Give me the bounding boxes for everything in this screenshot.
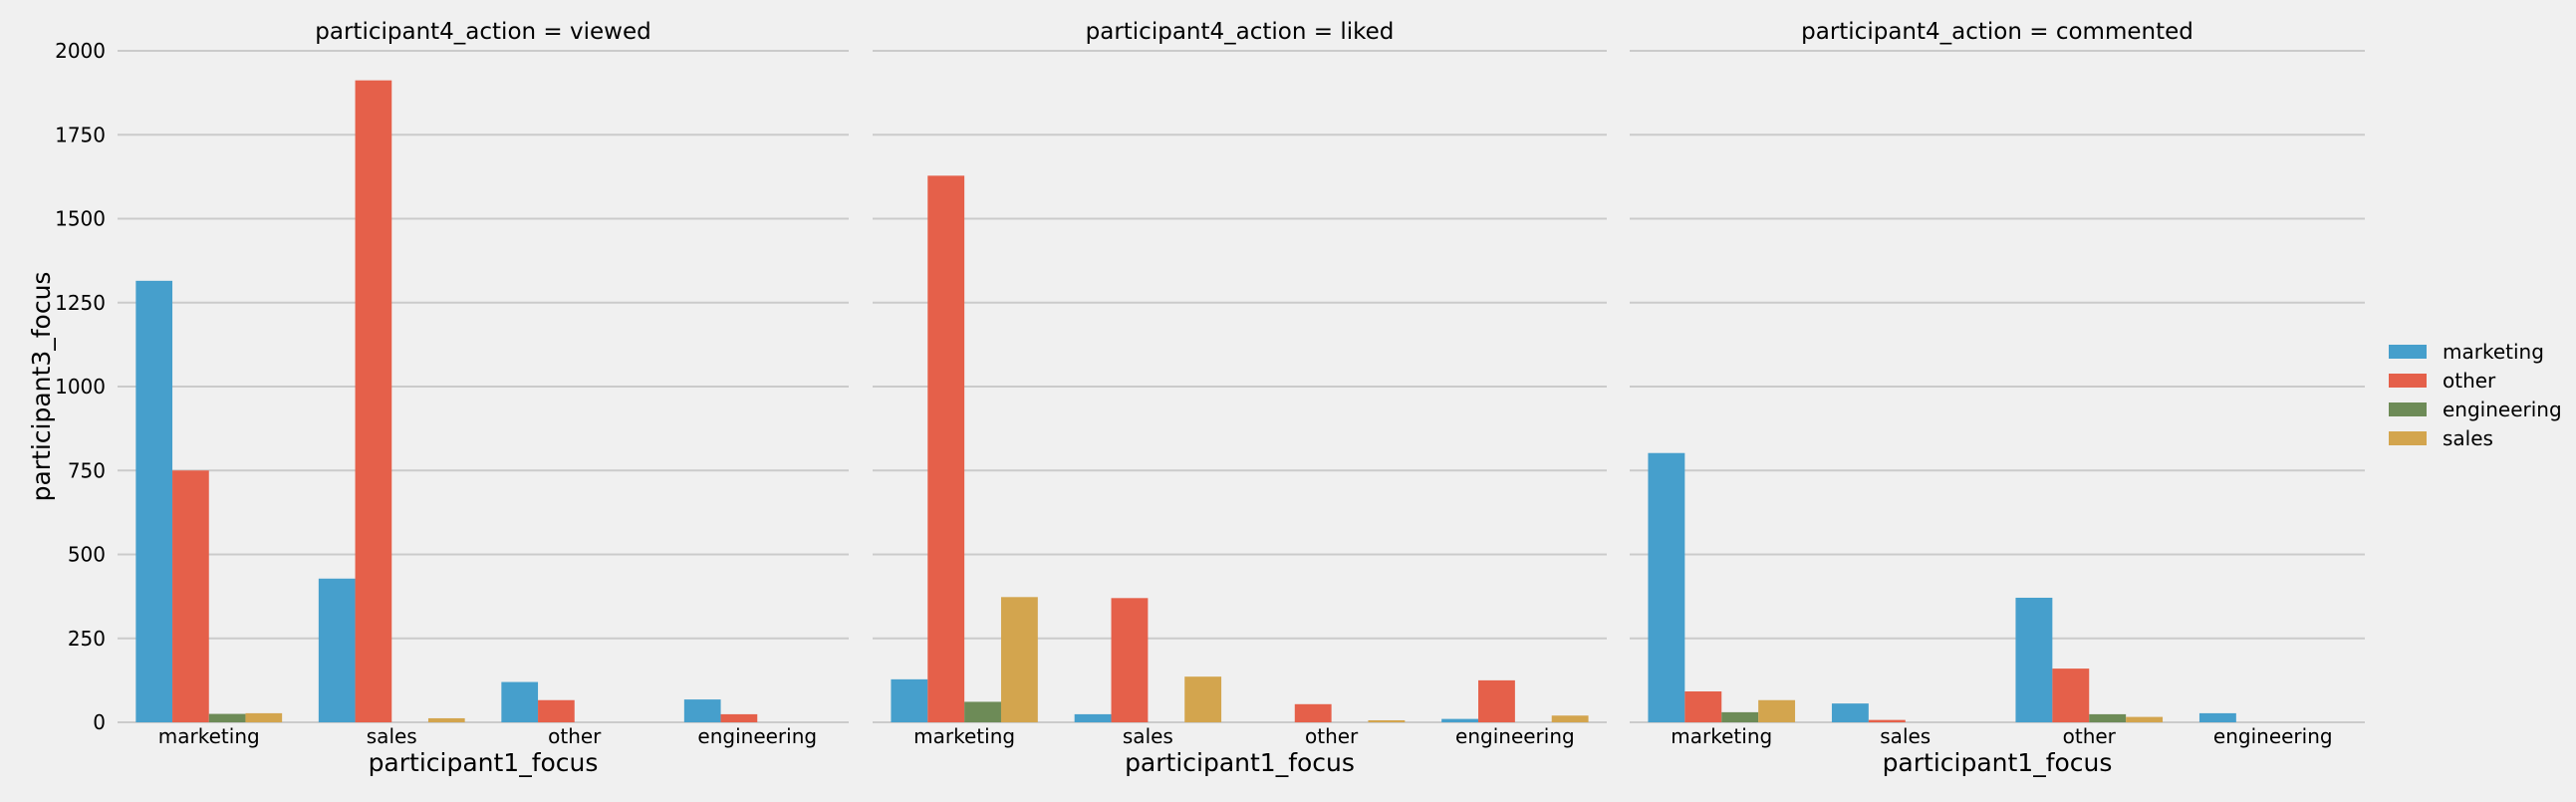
x-tick-label: engineering	[1455, 724, 1575, 748]
bar	[1551, 715, 1589, 722]
legend-label: marketing	[2443, 340, 2544, 364]
y-tick-label: 0	[93, 710, 106, 734]
facet-title: participant4_action = liked	[1086, 19, 1395, 45]
bar	[2126, 716, 2164, 722]
bar	[1478, 679, 1515, 722]
x-tick-label: sales	[1880, 724, 1931, 748]
x-tick-label: other	[1305, 724, 1359, 748]
bar	[427, 717, 465, 722]
bar	[1648, 452, 1685, 722]
bar	[538, 699, 575, 722]
facet-title: participant4_action = commented	[1801, 19, 2193, 45]
bar	[355, 80, 392, 722]
bar	[1368, 719, 1406, 722]
y-tick-label: 750	[68, 458, 106, 482]
x-tick-label: sales	[367, 724, 417, 748]
bar	[501, 681, 539, 722]
bar	[1294, 703, 1332, 722]
x-axis-label: participant1_focus	[1883, 748, 2113, 777]
x-tick-label: other	[548, 724, 602, 748]
y-tick-label: 1000	[55, 375, 106, 399]
x-tick-label: marketing	[1671, 724, 1772, 748]
bar	[891, 678, 928, 722]
bar	[1074, 713, 1112, 722]
x-tick-label: marketing	[158, 724, 260, 748]
y-tick-label: 1250	[55, 291, 106, 315]
bar	[2052, 668, 2090, 722]
x-tick-label: engineering	[2213, 724, 2333, 748]
y-axis-label: participant3_focus	[27, 272, 56, 502]
bar	[2198, 712, 2236, 722]
x-tick-label: other	[2063, 724, 2117, 748]
bar	[927, 175, 965, 722]
legend-label: other	[2443, 369, 2496, 393]
legend-swatch	[2389, 345, 2427, 359]
x-tick-label: sales	[1123, 724, 1173, 748]
bar	[1868, 719, 1906, 722]
bar	[245, 712, 283, 722]
bar	[1111, 598, 1149, 722]
legend-swatch	[2389, 431, 2427, 445]
y-tick-label: 1500	[55, 207, 106, 231]
bar	[2089, 713, 2127, 722]
bar	[1721, 711, 1759, 722]
x-tick-label: engineering	[697, 724, 817, 748]
bar	[1831, 703, 1869, 722]
bar	[964, 701, 1001, 722]
y-tick-label: 1750	[55, 123, 106, 146]
bar	[683, 699, 721, 722]
bar	[2015, 597, 2053, 722]
x-axis-label: participant1_focus	[1125, 748, 1355, 777]
x-tick-label: marketing	[913, 724, 1015, 748]
y-tick-label: 250	[68, 627, 106, 651]
x-axis-label: participant1_focus	[369, 748, 599, 777]
bar	[172, 470, 209, 722]
bar	[1684, 690, 1722, 722]
bar	[1000, 597, 1038, 722]
legend-label: engineering	[2443, 398, 2562, 421]
legend-swatch	[2389, 374, 2427, 388]
facet-title: participant4_action = viewed	[315, 19, 650, 45]
bar	[1758, 699, 1796, 722]
legend-label: sales	[2443, 426, 2493, 450]
bar	[318, 578, 356, 722]
legend-swatch	[2389, 402, 2427, 416]
y-tick-label: 2000	[55, 39, 106, 63]
bar	[208, 713, 246, 722]
y-tick-label: 500	[68, 543, 106, 567]
bar	[1441, 718, 1479, 722]
bar	[1184, 676, 1222, 722]
bar	[720, 713, 758, 722]
bar	[135, 280, 173, 722]
